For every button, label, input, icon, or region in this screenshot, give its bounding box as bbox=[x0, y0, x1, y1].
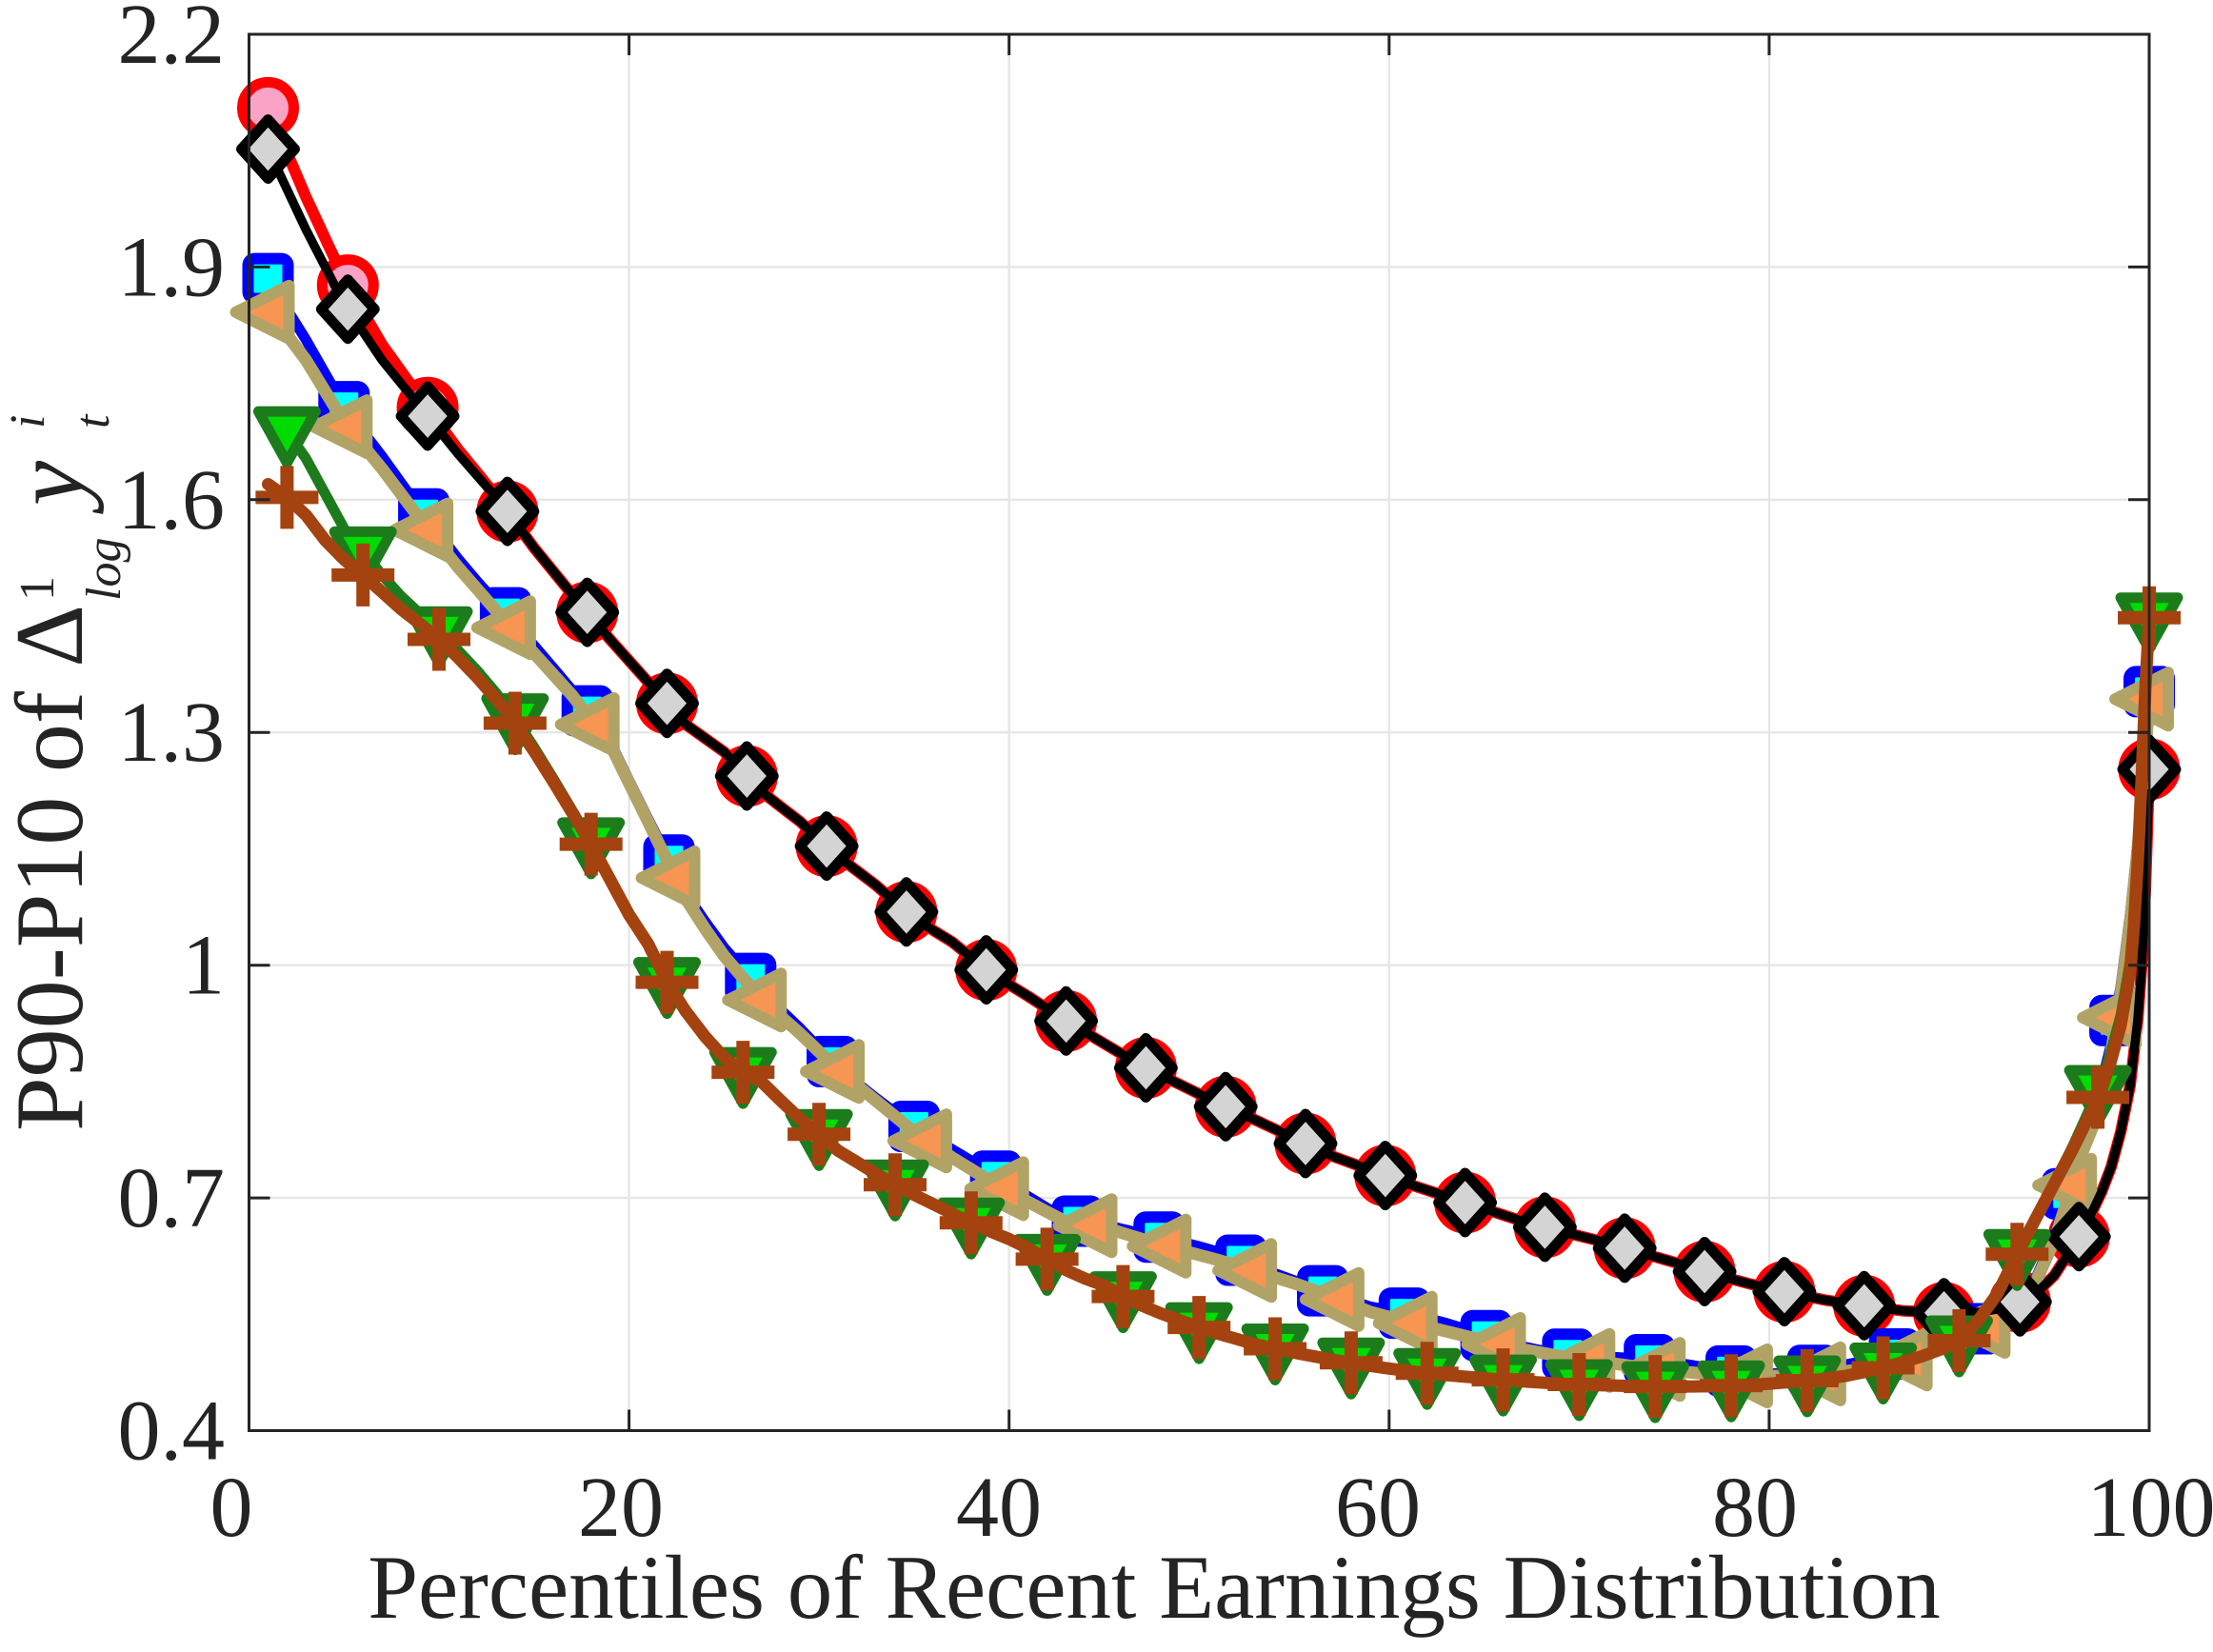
svg-text:log: log bbox=[77, 538, 131, 601]
svg-text:i: i bbox=[1, 415, 55, 428]
svg-text:1: 1 bbox=[10, 576, 65, 601]
svg-text:1.3: 1.3 bbox=[118, 686, 226, 780]
svg-text:P90-P10 of Δ: P90-P10 of Δ bbox=[0, 605, 104, 1131]
svg-text:t: t bbox=[66, 413, 120, 428]
svg-text:1: 1 bbox=[182, 919, 225, 1013]
svg-text:1.9: 1.9 bbox=[118, 220, 226, 314]
svg-text:0: 0 bbox=[210, 1461, 253, 1555]
svg-text:Percentiles of Recent Earnings: Percentiles of Recent Earnings Distribut… bbox=[368, 1537, 1941, 1638]
svg-text:y: y bbox=[0, 460, 104, 514]
svg-text:2.2: 2.2 bbox=[118, 0, 226, 82]
svg-text:0.4: 0.4 bbox=[118, 1384, 226, 1479]
svg-text:100: 100 bbox=[2087, 1461, 2213, 1555]
svg-text:1.6: 1.6 bbox=[118, 453, 226, 547]
svg-text:0.7: 0.7 bbox=[118, 1151, 226, 1245]
